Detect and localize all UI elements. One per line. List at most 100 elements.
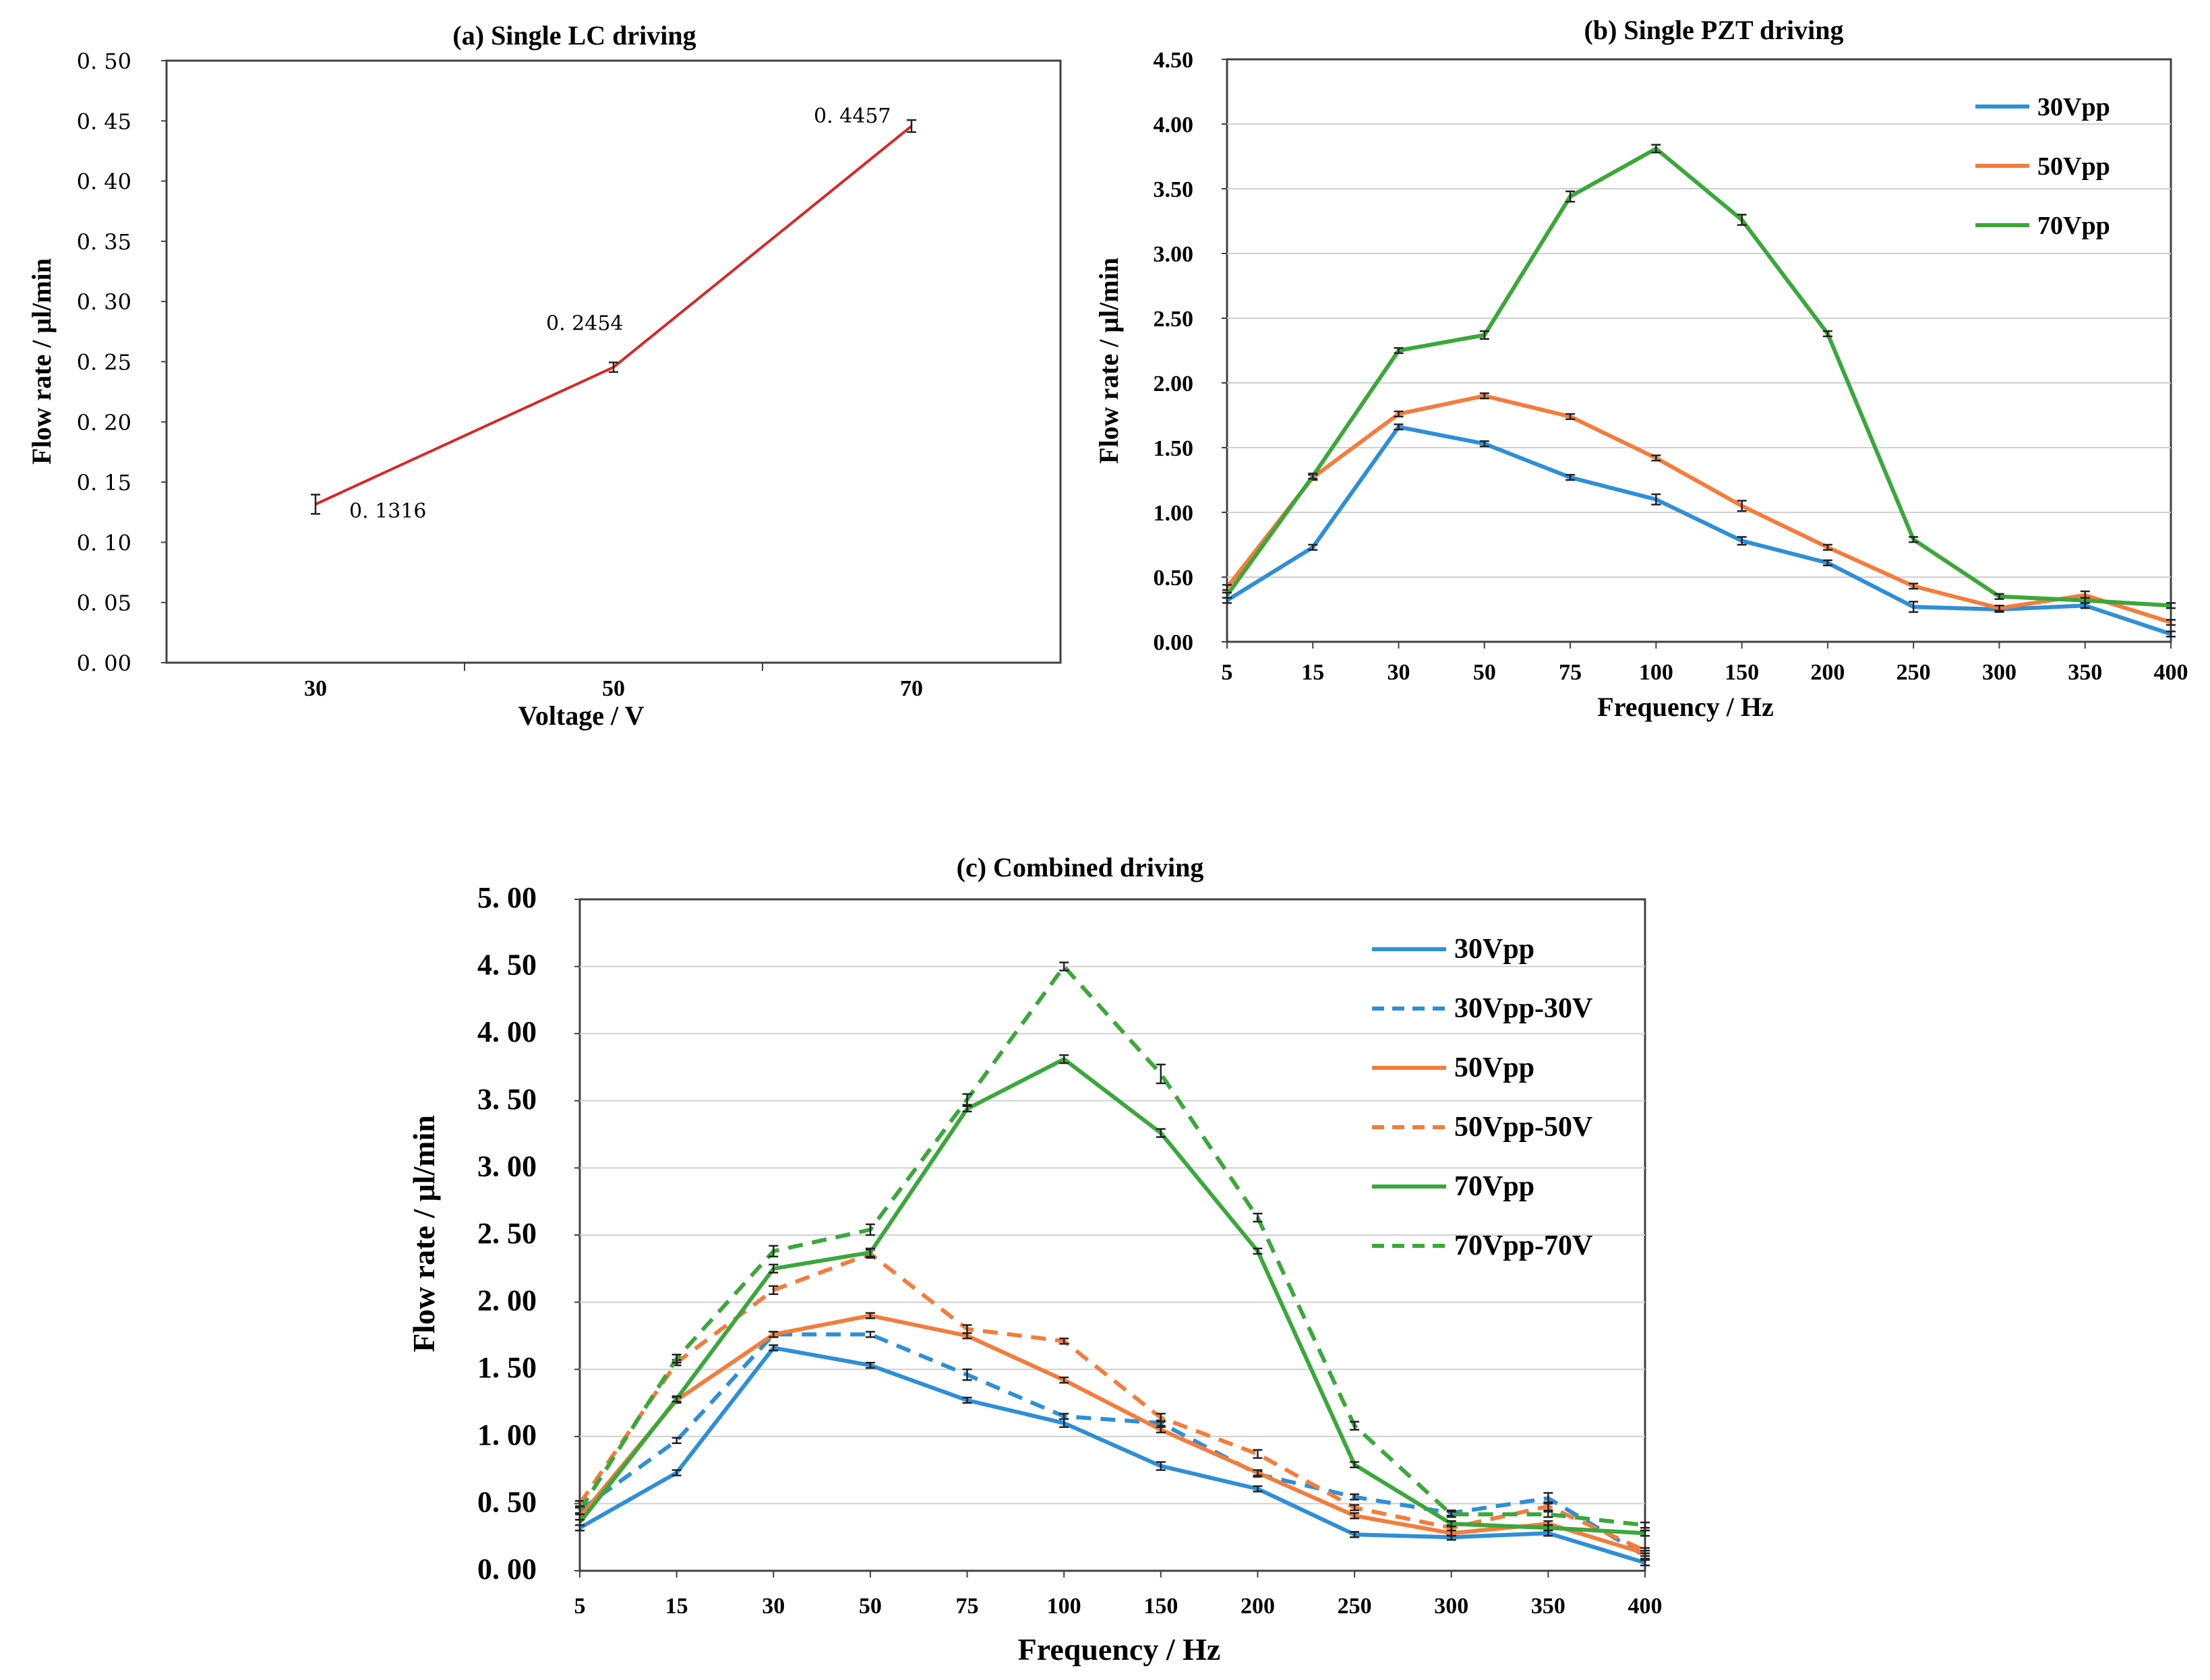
chart-a-x-tick-label: 30 — [304, 676, 327, 701]
chart-c-x-tick-label: 300 — [1434, 1594, 1468, 1619]
chart-c-y-axis-label: Flow rate / μl/min — [407, 1115, 441, 1352]
chart-c-series-50vpp-line — [578, 1313, 1646, 1555]
chart-c-x-ticks: 5 15 30 50 75 100 150 200 250 300 350 400 — [574, 1571, 1663, 1619]
chart-b-y-tick-label: 0.00 — [1154, 630, 1194, 655]
chart-c-series-70vpp-line — [578, 1057, 1646, 1536]
chart-a-y-tick-label: 0. 45 — [77, 109, 131, 134]
chart-b-series-30vpp-line — [1226, 425, 2172, 636]
chart-a-data-labels: 0. 1316 0. 2454 0. 4457 — [349, 104, 891, 523]
chart-a-data-label: 0. 2454 — [546, 312, 624, 336]
chart-c-y-tick-label: 4. 50 — [477, 949, 537, 982]
chart-a-y-tick-label: 0. 35 — [77, 229, 131, 255]
chart-a-data-label: 0. 4457 — [814, 104, 891, 128]
chart-a-title: (a) Single LC driving — [452, 20, 696, 51]
chart-b-plot-area — [1226, 58, 2172, 643]
chart-b-y-tick-label: 3.00 — [1154, 242, 1194, 267]
chart-c-x-tick-label: 100 — [1047, 1594, 1081, 1619]
chart-b-x-tick-label: 250 — [1897, 660, 1931, 685]
chart-a-x-tick-label: 70 — [900, 676, 923, 701]
chart-b-legend: 30Vpp 50Vpp 70Vpp — [1975, 93, 2110, 240]
chart-c-y-tick-label: 2. 00 — [477, 1284, 537, 1317]
chart-b-legend-label: 70Vpp — [2037, 212, 2110, 240]
chart-c-legend-label: 50Vpp — [1454, 1052, 1534, 1083]
chart-b-series-50vpp-line — [1225, 394, 2172, 625]
chart-b-x-tick-label: 15 — [1301, 660, 1324, 685]
chart-b-x-tick-label: 50 — [1473, 660, 1496, 685]
chart-c-legend-label: 50Vpp-50V — [1454, 1112, 1592, 1143]
chart-b-x-tick-label: 30 — [1387, 660, 1410, 685]
chart-b-x-tick-label: 75 — [1559, 660, 1582, 685]
chart-b-x-axis-label: Frequency / Hz — [1597, 692, 1773, 722]
chart-c-legend-label: 30Vpp — [1454, 934, 1534, 965]
chart-a-y-tick-label: 0. 50 — [77, 49, 131, 74]
chart-c-legend-label: 70Vpp-70V — [1454, 1230, 1592, 1261]
chart-c-y-tick-label: 4. 00 — [477, 1015, 537, 1048]
chart-a-data-label: 0. 1316 — [349, 500, 427, 523]
chart-b-x-tick-label: 5 — [1222, 660, 1233, 685]
chart-b-y-tick-label: 4.00 — [1154, 113, 1194, 138]
chart-b-y-tick-label: 1.00 — [1154, 501, 1194, 526]
chart-a-y-tick-label: 0. 15 — [77, 470, 131, 496]
chart-c-x-tick-label: 5 — [574, 1594, 586, 1619]
chart-a-y-tick-label: 0. 40 — [77, 169, 131, 195]
chart-b-legend-label: 50Vpp — [2037, 152, 2110, 181]
chart-b-x-tick-label: 300 — [1982, 660, 2017, 685]
chart-b-x-ticks: 5 15 30 50 75 100 150 200 250 300 350 400 — [1222, 642, 2188, 685]
chart-c-legend-label: 70Vpp — [1454, 1171, 1534, 1202]
chart-b-y-tick-label: 0.50 — [1154, 566, 1194, 591]
chart-b-x-tick-label: 350 — [2068, 660, 2102, 685]
chart-c-y-tick-label: 3. 00 — [477, 1149, 537, 1182]
chart-b-x-tick-label: 150 — [1725, 660, 1759, 685]
chart-a-x-tick-label: 50 — [602, 676, 625, 701]
chart-a-x-axis-label: Voltage / V — [518, 700, 645, 731]
chart-c-y-tick-label: 0. 00 — [477, 1553, 537, 1586]
chart-c-series — [575, 961, 1650, 1567]
chart-b-series-70vpp-line — [1225, 146, 2172, 608]
chart-c-y-ticks: 0. 00 0. 50 1. 00 1. 50 2. 00 2. 50 3. 00 3. 50… — [477, 881, 580, 1586]
chart-a-y-tick-label: 0. 00 — [77, 651, 131, 676]
chart-c-x-tick-label: 75 — [956, 1594, 979, 1619]
chart-c-y-tick-label: 1. 50 — [477, 1351, 537, 1384]
chart-c-x-tick-label: 250 — [1338, 1594, 1372, 1619]
chart-a-series — [311, 119, 916, 515]
chart-a: (a) Single LC driving 0. 000. 050. 100. … — [26, 20, 1062, 731]
chart-b-y-tick-label: 1.50 — [1154, 436, 1194, 461]
chart-c-x-tick-label: 30 — [762, 1594, 785, 1619]
chart-c-y-tick-label: 1. 00 — [477, 1418, 537, 1451]
chart-b-gridlines — [1227, 123, 2171, 578]
chart-c-x-tick-label: 50 — [859, 1594, 882, 1619]
chart-a-y-tick-label: 0. 05 — [77, 591, 131, 616]
chart-a-y-tick-label: 0. 30 — [77, 289, 131, 315]
chart-c-x-tick-label: 400 — [1628, 1594, 1663, 1619]
chart-c-x-tick-label: 350 — [1531, 1594, 1565, 1619]
chart-a-y-tick-label: 0. 20 — [77, 410, 131, 436]
chart-a-y-ticks: 0. 00 0. 05 0. 10 0. 15 0. 20 0. 25 0. 30 0. 35… — [77, 49, 167, 676]
chart-c-x-tick-label: 200 — [1241, 1594, 1275, 1619]
chart-c-legend-label: 30Vpp-30V — [1454, 993, 1592, 1024]
chart-c-series-30vpp-line — [578, 1346, 1646, 1565]
chart-b-x-tick-label: 400 — [2154, 660, 2188, 685]
chart-a-x-ticks: 30 50 70 — [304, 663, 923, 701]
chart-c-series-30vpp-30v-line — [578, 1332, 1646, 1558]
chart-c-x-axis-label: Frequency / Hz — [1018, 1632, 1221, 1667]
chart-b-y-axis-label: Flow rate / μl/min — [1094, 258, 1124, 464]
chart-b-y-tick-label: 3.50 — [1154, 177, 1194, 202]
chart-b-title: (b) Single PZT driving — [1584, 15, 1844, 45]
chart-c: (c) Combined driving 0. 00 0. 50 1. 00 1. 5… — [407, 852, 1663, 1667]
chart-b-y-ticks: 0.00 0.50 1.00 1.50 2.00 2.50 3.00 3.50 4.00 4.50 — [1154, 48, 1227, 655]
chart-b-y-tick-label: 4.50 — [1154, 48, 1194, 73]
chart-c-y-tick-label: 2. 50 — [477, 1217, 537, 1250]
chart-b: (b) Single PZT driving 0.00 0.50 1.00 1.50 2… — [1094, 15, 2188, 722]
chart-b-x-tick-label: 200 — [1810, 660, 1845, 685]
chart-c-y-tick-label: 5. 00 — [477, 881, 537, 914]
chart-c-gridlines — [580, 965, 1645, 1505]
chart-c-x-tick-label: 150 — [1143, 1594, 1178, 1619]
chart-a-y-tick-label: 0. 25 — [77, 350, 131, 376]
chart-c-y-tick-label: 0. 50 — [477, 1485, 537, 1518]
chart-b-y-tick-label: 2.50 — [1154, 307, 1194, 332]
chart-c-y-tick-label: 3. 50 — [477, 1083, 537, 1116]
chart-c-series-70vpp-70v-line — [578, 964, 1646, 1528]
chart-a-y-axis-label: Flow rate / μl/min — [26, 258, 57, 464]
chart-b-legend-label: 30Vpp — [2037, 93, 2110, 121]
